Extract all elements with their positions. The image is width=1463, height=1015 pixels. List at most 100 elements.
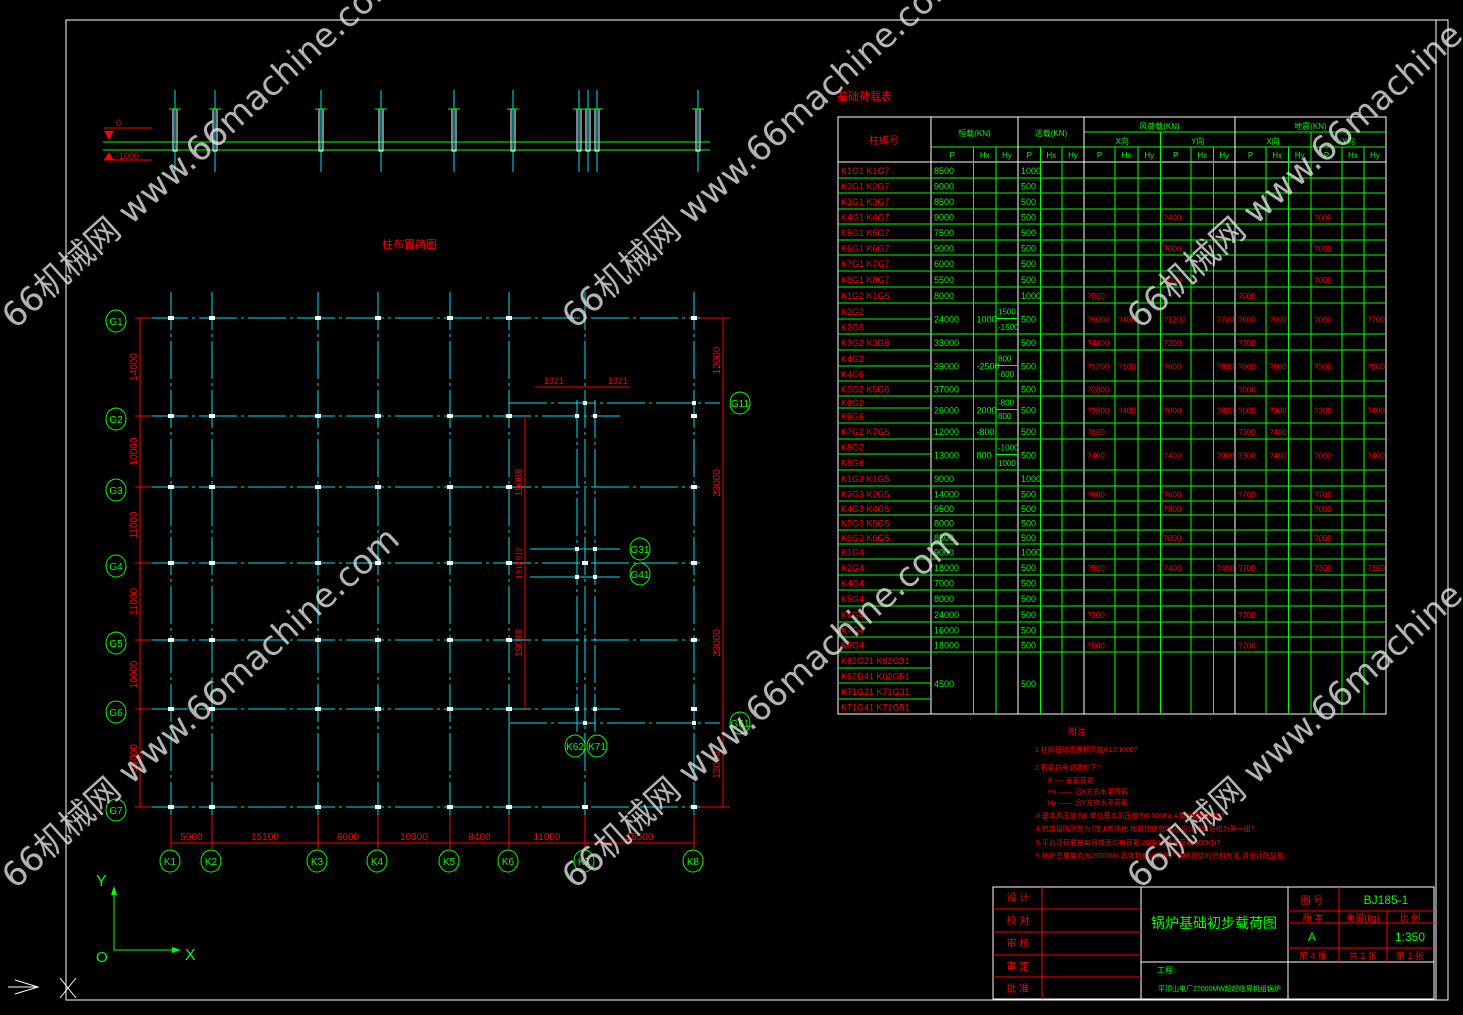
table-row: K3G1 K3G7 8500 500 bbox=[838, 197, 1386, 210]
axis-bubble bbox=[200, 849, 222, 873]
axis-label: K1 bbox=[164, 857, 177, 868]
axis-bubble-K4: K4 bbox=[366, 849, 388, 873]
cell-value: 500 bbox=[1021, 228, 1036, 238]
cell-value: 37000 bbox=[934, 385, 959, 395]
column-layout-plan bbox=[135, 292, 730, 822]
axis-label: G1 bbox=[109, 317, 123, 328]
axis-bubble-G11: G11 bbox=[729, 391, 751, 415]
cell-value: 16000 bbox=[934, 626, 959, 636]
dim-right: 23000 bbox=[712, 629, 723, 657]
cell-value: 8000 bbox=[934, 291, 954, 301]
column-marker bbox=[168, 316, 174, 320]
axis-label: K62 bbox=[566, 742, 584, 753]
column-marker bbox=[691, 707, 697, 711]
cell-value: 9000 bbox=[934, 244, 954, 254]
cell-value: 8500 bbox=[934, 166, 954, 176]
column-id: K6G1 K6G7 bbox=[841, 244, 890, 254]
cell-value: ?200 bbox=[1164, 339, 1182, 348]
cell-value: 500 bbox=[1021, 610, 1036, 620]
sub-header: P bbox=[950, 151, 955, 160]
cell-value: ?300 bbox=[1238, 452, 1256, 461]
column-id: K5G1 K5G7 bbox=[841, 228, 890, 238]
column-marker bbox=[447, 316, 453, 320]
role-label: 审 定 bbox=[1007, 960, 1030, 973]
cell-value: 8000 bbox=[934, 594, 954, 604]
column-id: K2G1 K2G7 bbox=[841, 182, 890, 192]
cell-value: ?600 bbox=[1087, 491, 1105, 500]
cell-value: ?000 bbox=[1314, 534, 1332, 543]
cell-value: 24000 bbox=[934, 610, 959, 620]
cell-value: 7000 bbox=[934, 579, 954, 589]
axis-label: G4 bbox=[109, 562, 123, 573]
column-marker bbox=[209, 561, 215, 565]
column-marker bbox=[375, 707, 381, 711]
level-triangle-icon bbox=[104, 152, 114, 160]
cell-value: ?600 bbox=[1269, 363, 1287, 372]
cell-value: ?000 bbox=[1314, 276, 1332, 285]
column-marker bbox=[575, 547, 579, 551]
axis-label: G7 bbox=[109, 806, 123, 817]
y-arrow-icon bbox=[111, 886, 117, 895]
axis-bubble-G4: G4 bbox=[105, 554, 127, 578]
axis-bubble bbox=[105, 478, 127, 502]
role-label: 校 对 bbox=[1007, 914, 1030, 927]
column-marker bbox=[582, 805, 588, 809]
column-id: K6G2 bbox=[841, 398, 864, 408]
role-label: 设 计 bbox=[1007, 891, 1030, 904]
cell-value: ?000 bbox=[1314, 316, 1332, 325]
title-block-border bbox=[992, 886, 1435, 1000]
column-marker bbox=[575, 414, 579, 418]
sub-header: Hx bbox=[1272, 151, 1282, 160]
cell-value: ?800 bbox=[1087, 642, 1105, 651]
cell-value: ?700 bbox=[1314, 491, 1332, 500]
cell-value: 24000 bbox=[934, 315, 959, 325]
cell-value: ?700 bbox=[1217, 316, 1235, 325]
cell-value: ?700 bbox=[1238, 491, 1256, 500]
sub-header: Hx bbox=[1348, 151, 1358, 160]
cell-value: ?000 bbox=[1164, 534, 1182, 543]
cell-value: ?000 bbox=[1164, 276, 1182, 285]
cell-value: 500 bbox=[1021, 504, 1036, 514]
column-marker bbox=[691, 561, 697, 565]
axis-bubble bbox=[105, 700, 127, 724]
column-id: K4G1 K4G7 bbox=[841, 213, 890, 223]
column-marker bbox=[575, 707, 579, 711]
dim-mid: 19088 bbox=[514, 468, 525, 496]
cell-value: 6000 bbox=[934, 259, 954, 269]
column-marker bbox=[506, 561, 512, 565]
cell-value: ?400 bbox=[1118, 407, 1136, 416]
column-marker bbox=[447, 561, 453, 565]
column-marker bbox=[168, 707, 174, 711]
cell-value: ?900 bbox=[1087, 564, 1105, 573]
column-id: K2G2 bbox=[841, 307, 864, 317]
column-marker bbox=[315, 638, 321, 642]
axis-bubble-G1: G1 bbox=[105, 309, 127, 333]
axis-bubble bbox=[438, 849, 460, 873]
x-axis-label: X bbox=[185, 947, 196, 964]
axis-bubble bbox=[105, 554, 127, 578]
table-row: K3G2 K3G6 33000 500 ?4400 ?200 ?300 bbox=[838, 338, 1386, 351]
watermark-text: 66机械网 www.66machine.com bbox=[0, 0, 407, 337]
column-marker bbox=[691, 414, 697, 418]
weight-label: 重量(kg) bbox=[1346, 912, 1380, 923]
column-marker bbox=[168, 638, 174, 642]
column-id: K7G4 bbox=[841, 626, 864, 636]
column-id: K5G3 K5G5 bbox=[841, 519, 890, 529]
note-line: 5.平台活荷载按每层楼面均布荷载 200KN,屋面荷载 300KN? bbox=[1036, 838, 1220, 847]
note-line: P ---- 垂直荷载 bbox=[1048, 776, 1094, 785]
column-id: K8G6 bbox=[841, 458, 864, 468]
table-row: K8G4 18000 500 ?800 ?700 bbox=[838, 641, 1386, 653]
column-marker bbox=[506, 485, 512, 489]
group-header: 地震(KN) bbox=[1294, 121, 1327, 131]
dimensions: 5900 15100 8600 10300 8400 11000 15500 14000 100… bbox=[129, 318, 724, 850]
column-marker bbox=[209, 638, 215, 642]
column-marker bbox=[692, 401, 696, 405]
column-id: K7G2 K7G6 bbox=[841, 427, 890, 437]
column-marker bbox=[506, 316, 512, 320]
column-marker bbox=[593, 575, 597, 579]
cell-value: ?700 bbox=[1238, 642, 1256, 651]
axis-label: K2 bbox=[205, 857, 218, 868]
cell-value: 500 bbox=[1021, 213, 1036, 223]
column-marker bbox=[209, 805, 215, 809]
